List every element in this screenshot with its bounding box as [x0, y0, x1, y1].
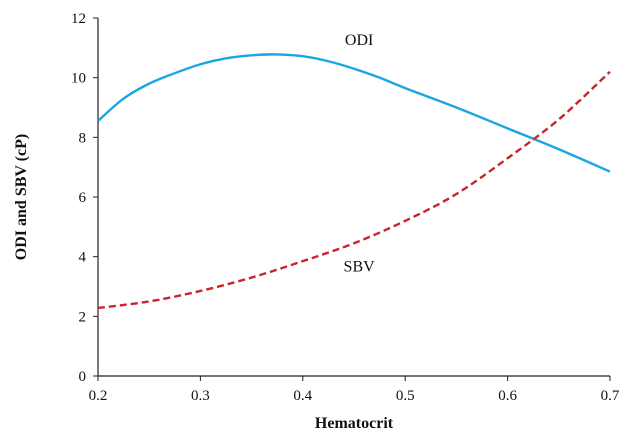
series-line-sbv: [97, 70, 611, 310]
x-tick-label: 0.6: [498, 388, 517, 404]
y-tick-label: 4: [79, 250, 87, 266]
y-axis-title: ODI and SBV (cP): [13, 134, 30, 260]
x-tick-label: 0.3: [191, 388, 210, 404]
y-tick-label: 8: [79, 130, 87, 146]
x-axis-title: Hematocrit: [315, 415, 394, 432]
y-tick-label: 6: [79, 190, 87, 206]
x-tick-label: 0.4: [293, 388, 312, 404]
series-line-odi: [97, 53, 611, 173]
y-tick-label: 12: [71, 11, 86, 27]
series-label-sbv: SBV: [344, 259, 376, 276]
y-tick-label: 0: [79, 369, 87, 385]
tick-marks: 0.2 0.3 0.4 0.5 0.6 0.7 0 2 4 6 8 10 12: [71, 11, 620, 404]
y-tick-label: 10: [71, 71, 86, 87]
x-tick-label: 0.7: [601, 388, 620, 404]
y-tick-label: 2: [79, 309, 87, 325]
x-tick-label: 0.2: [89, 388, 108, 404]
axes: [97, 18, 610, 377]
x-tick-label: 0.5: [396, 388, 415, 404]
series-label-odi: ODI: [345, 32, 373, 49]
series-layer: ODI SBV: [97, 32, 611, 310]
